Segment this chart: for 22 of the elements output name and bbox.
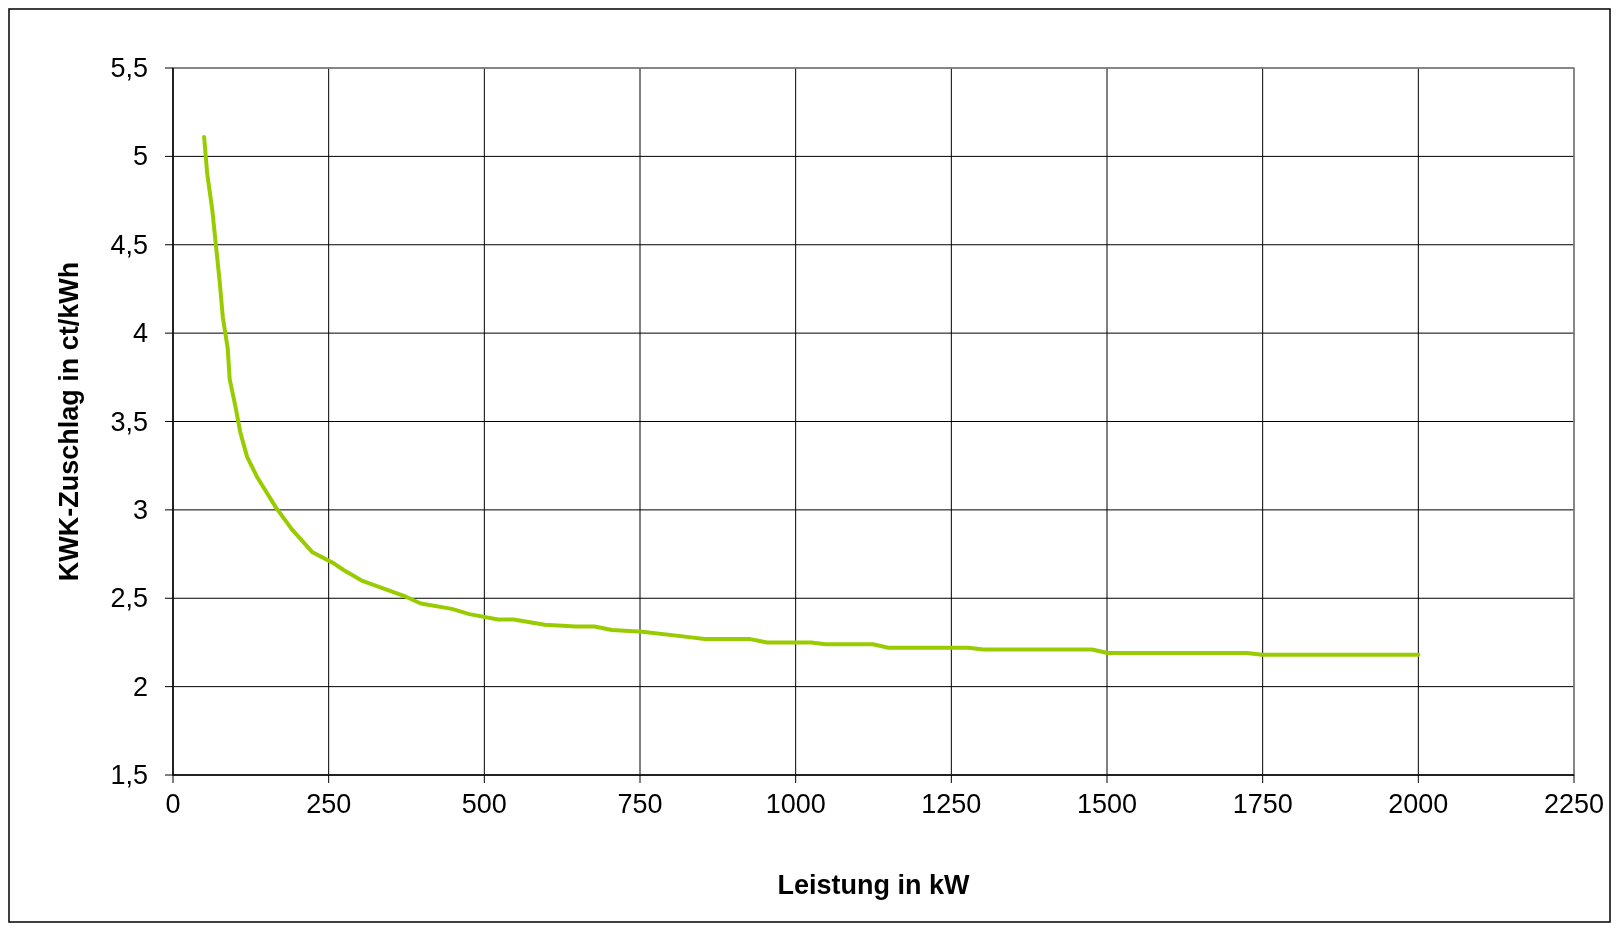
x-tick-label: 1500 <box>1076 789 1138 819</box>
y-tick-label: 2 <box>132 671 148 702</box>
x-tick-label: 0 <box>165 789 181 819</box>
y-tick-label: 4,5 <box>110 229 148 260</box>
x-tick-label: 250 <box>306 789 352 819</box>
x-tick-label: 1750 <box>1232 789 1293 819</box>
x-tick-label: 2000 <box>1388 789 1449 819</box>
x-tick-label: 500 <box>461 789 507 819</box>
y-tick-label: 3 <box>132 494 148 525</box>
y-tick-label: 4 <box>132 318 148 349</box>
y-tick-label: 3,5 <box>110 406 148 437</box>
y-tick-label: 5 <box>132 141 148 172</box>
y-tick-label: 5,5 <box>110 53 148 83</box>
x-tick-label: 1250 <box>921 789 982 819</box>
x-tick-label: 2250 <box>1543 789 1605 819</box>
x-axis-title: Leistung in kW <box>777 870 971 900</box>
x-tick-label: 1000 <box>765 789 826 819</box>
y-tick-label: 1,5 <box>110 760 148 790</box>
x-tick-label: 750 <box>617 789 663 819</box>
y-axis-title: KWK-Zuschlag in ct/kWh <box>54 261 84 582</box>
y-tick-label: 2,5 <box>110 583 148 614</box>
line-series <box>202 134 1421 657</box>
